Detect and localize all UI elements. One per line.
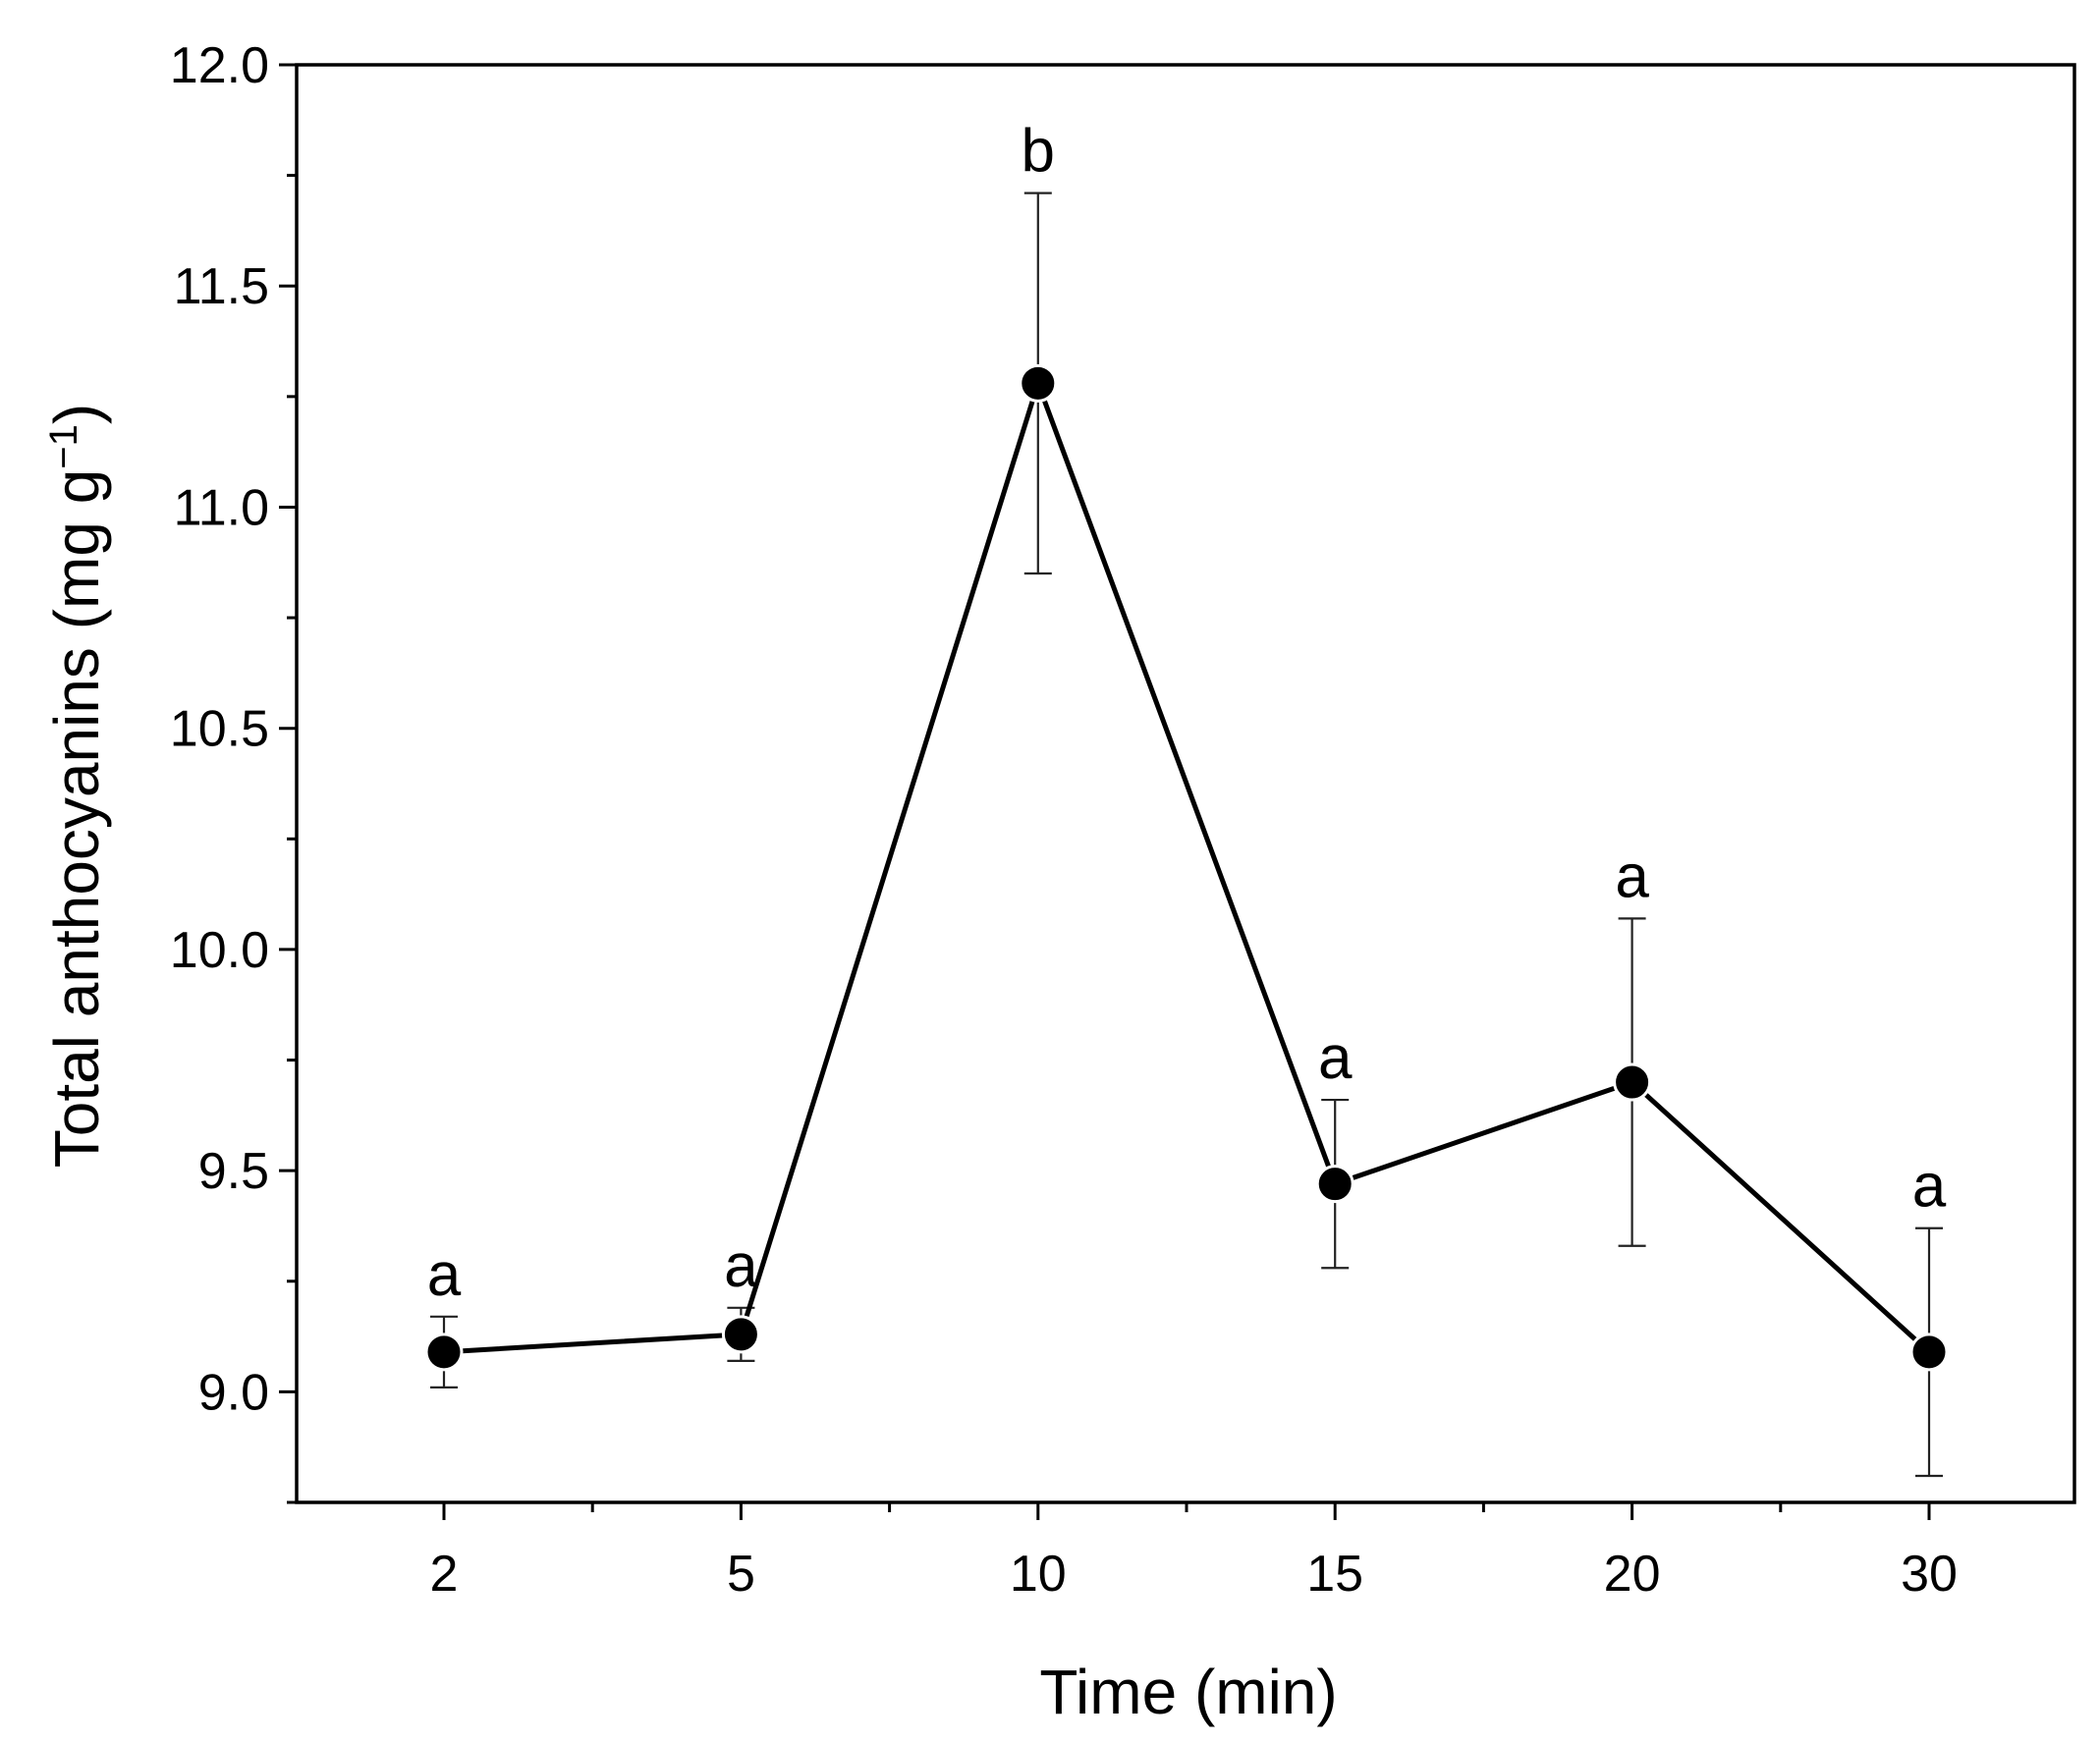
y-tick-label: 9.5 — [198, 1143, 269, 1200]
significance-letter: b — [1022, 118, 1055, 186]
significance-letters: a a b a a a — [427, 118, 1947, 1309]
y-tick-label: 11.5 — [174, 258, 269, 315]
data-point — [1613, 1062, 1652, 1102]
y-tick-label: 12.0 — [170, 37, 269, 94]
significance-letter: a — [724, 1232, 758, 1300]
data-line — [443, 375, 1931, 1355]
x-tick-label: 20 — [1604, 1546, 1661, 1603]
y-tick-label: 10.0 — [170, 922, 269, 979]
x-tick-label: 10 — [1010, 1546, 1067, 1603]
data-points — [424, 363, 1949, 1372]
error-bars — [430, 191, 1943, 1478]
x-axis: 2 5 10 15 20 30 — [430, 1502, 1958, 1603]
y-tick-label: 9.0 — [198, 1364, 269, 1421]
significance-letter: a — [1318, 1024, 1353, 1092]
y-axis-title: Total anthocyanins (mg g−1) — [41, 404, 112, 1168]
significance-letter: a — [1912, 1153, 1947, 1221]
y-axis-title-main: Total anthocyanins (mg g — [41, 469, 112, 1169]
y-axis: 9.0 9.5 10.0 10.5 11.0 11.5 12.0 — [170, 37, 297, 1504]
y-axis-title-close: ) — [41, 404, 112, 424]
y-tick-label: 11.0 — [174, 479, 269, 536]
x-tick-label: 2 — [430, 1546, 459, 1603]
series-line — [443, 375, 1931, 1355]
data-point — [721, 1315, 760, 1354]
x-tick-label: 30 — [1901, 1546, 1958, 1603]
y-tick-label: 10.5 — [170, 701, 269, 758]
x-axis-title: Time (min) — [1039, 1657, 1337, 1727]
data-point — [1315, 1165, 1354, 1204]
y-axis-title-superscript: −1 — [42, 424, 85, 469]
data-point — [1019, 363, 1058, 403]
significance-letter: a — [1615, 843, 1649, 910]
data-point — [1909, 1333, 1949, 1372]
x-tick-label: 15 — [1306, 1546, 1363, 1603]
significance-letter: a — [427, 1241, 462, 1309]
data-point — [424, 1333, 464, 1372]
x-tick-label: 5 — [727, 1546, 755, 1603]
